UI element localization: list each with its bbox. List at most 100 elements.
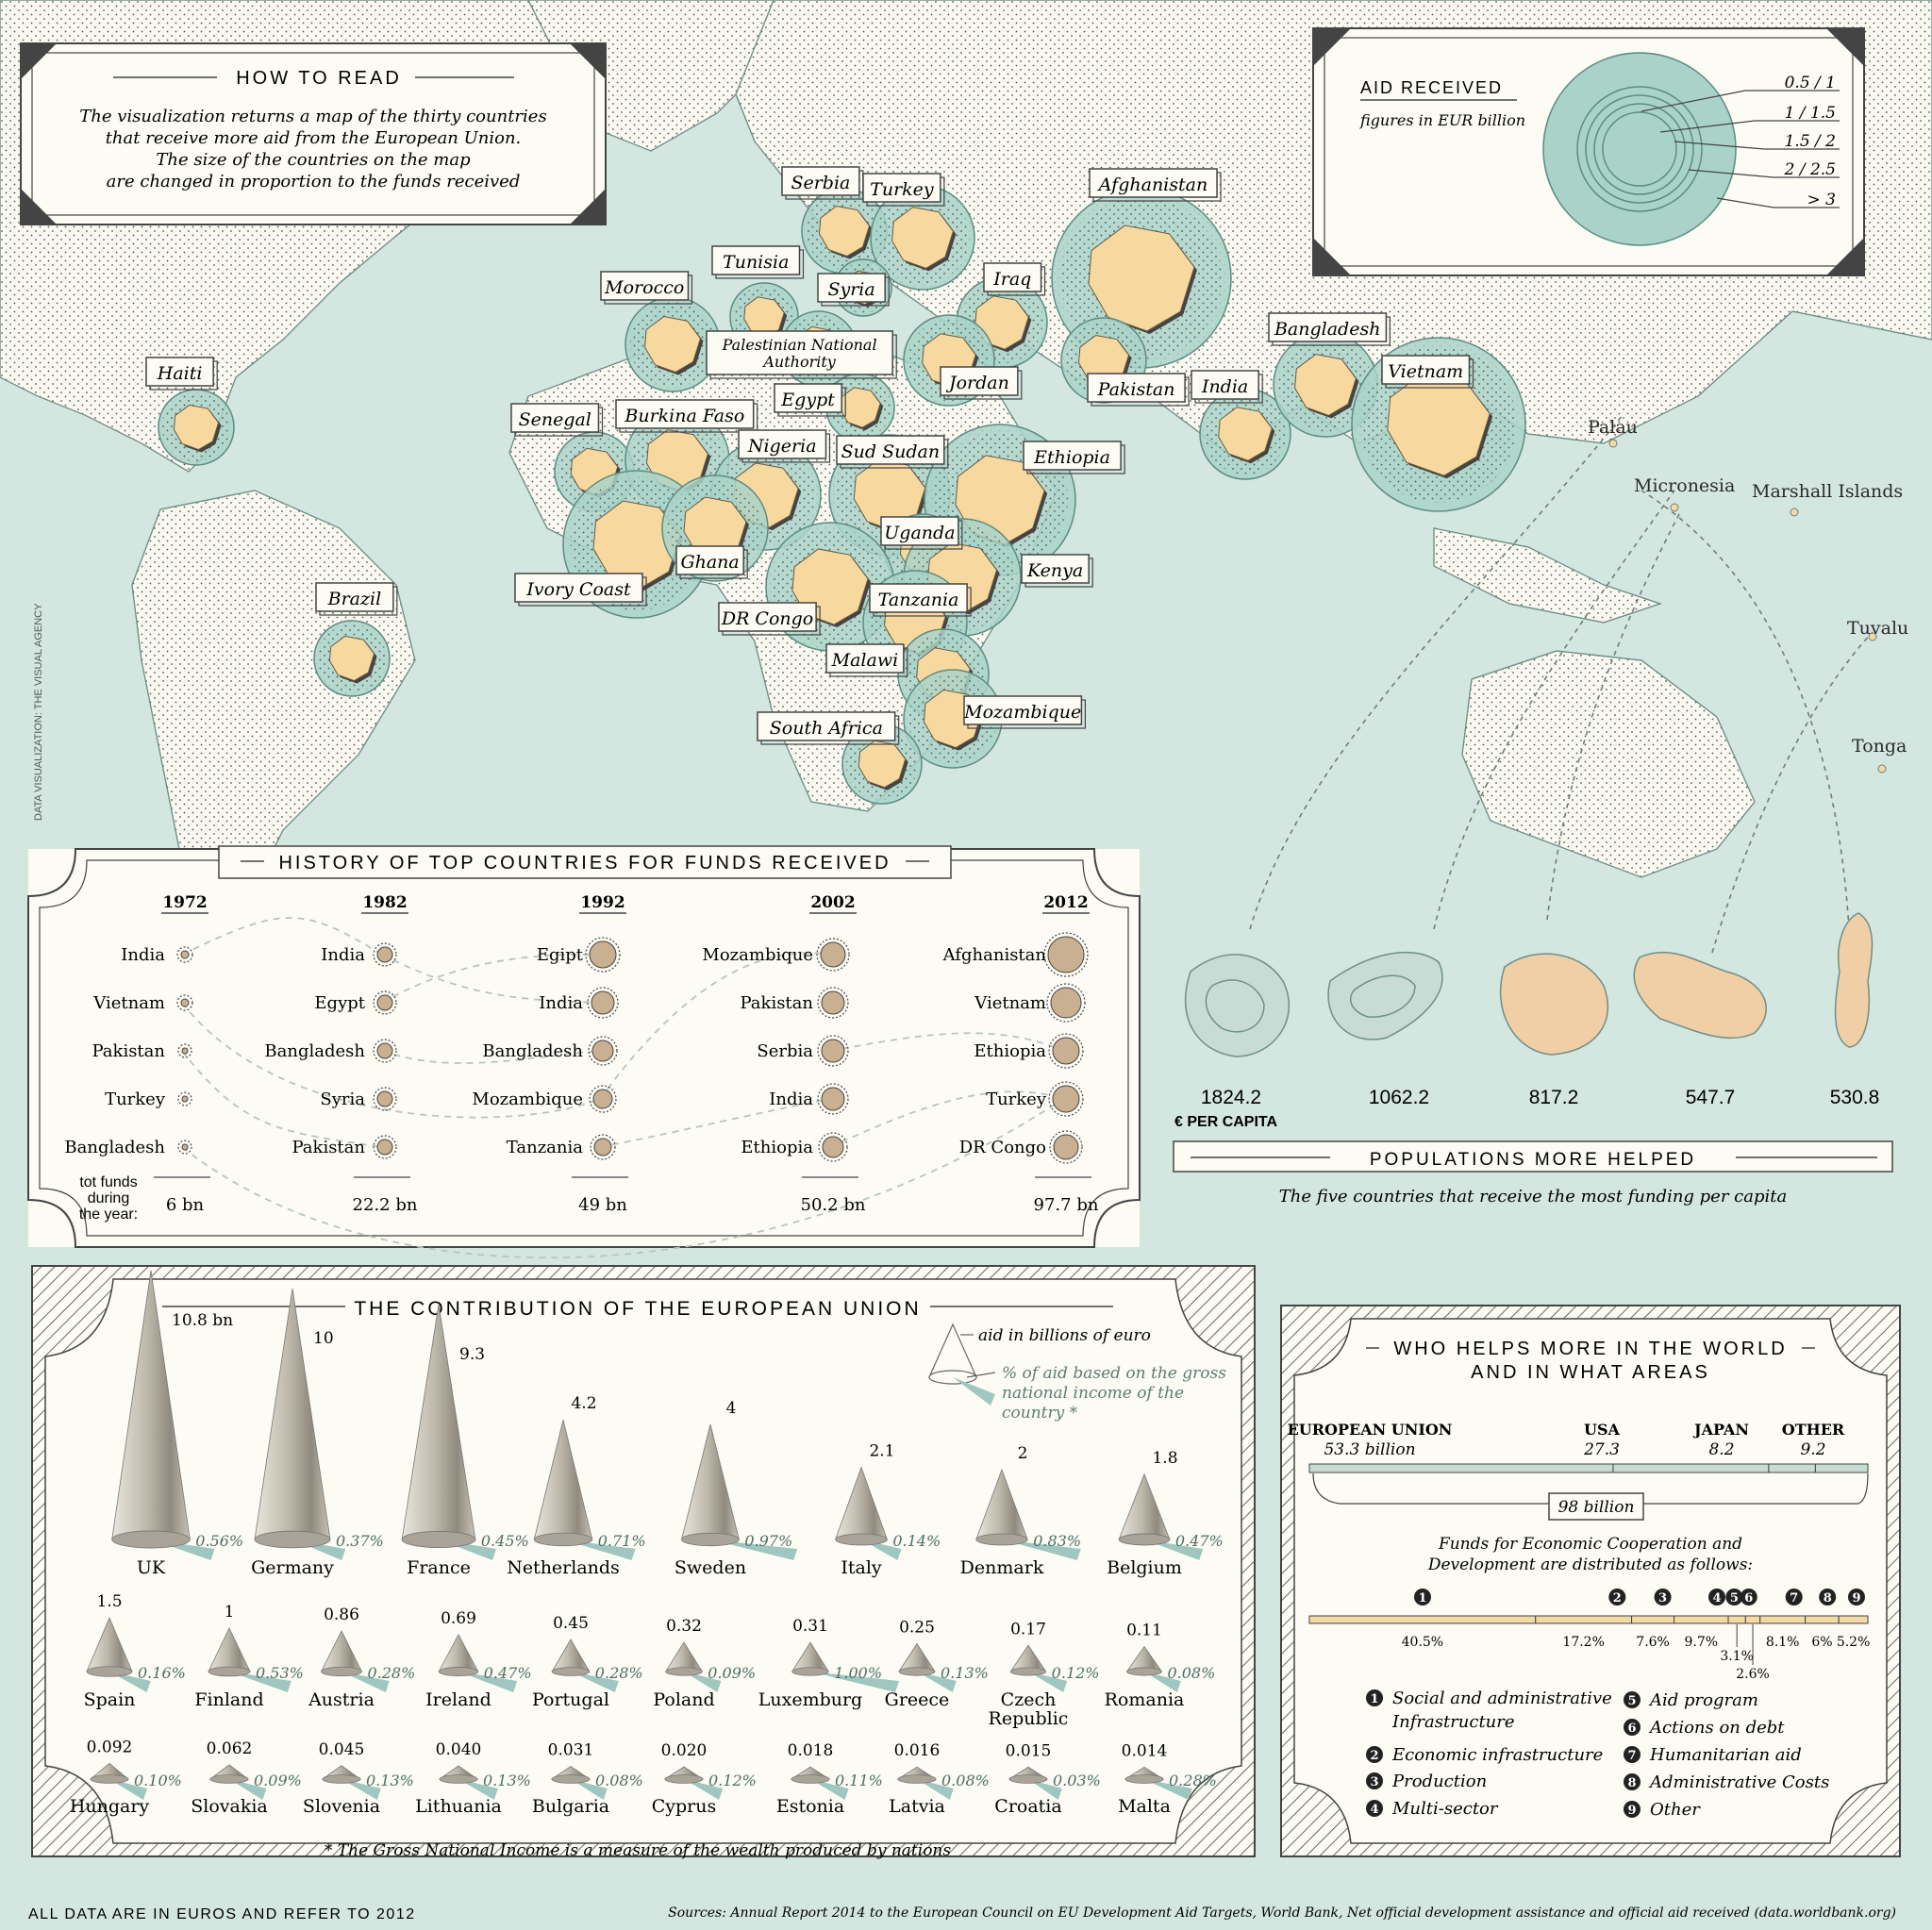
- label-box-iraq: [983, 262, 1042, 292]
- pacific-markers: [1608, 439, 1887, 774]
- funds-legend-item-5: 5 Aid program: [1624, 1690, 1758, 1710]
- who-helps-title-1: WHO HELPS MORE IN THE WORLD: [1393, 1339, 1787, 1359]
- how-to-read-panel: HOW TO READ The visualization returns a …: [20, 42, 607, 225]
- donor-segment-3: [1814, 1463, 1869, 1473]
- gni-value-croatia: 0.03%: [1053, 1772, 1101, 1789]
- island-2: [1327, 951, 1443, 1040]
- gni-value-france: 0.45%: [481, 1532, 529, 1550]
- gni-value-greece: 0.13%: [941, 1664, 989, 1682]
- history-bubble-ring: [817, 1083, 849, 1115]
- aid-cone-base-slovenia: [322, 1774, 361, 1784]
- history-bubble: [376, 1139, 393, 1156]
- legend-number: 4: [1370, 1803, 1378, 1817]
- label-box-nigeria: [738, 429, 827, 459]
- history-columns: 1972 India Vietnam Pakistan Turkey Bangladesh…: [64, 893, 1098, 1215]
- aid-legend-title: AID RECEIVED: [1360, 78, 1503, 97]
- how-to-read-title: HOW TO READ: [236, 68, 402, 89]
- cone-finland: 1 0.53% Finland: [194, 1603, 303, 1710]
- aid-value-cyprus: 0.020: [661, 1741, 708, 1760]
- funds-value-7: 8.1%: [1766, 1635, 1800, 1650]
- aid-value-malta: 0.014: [1122, 1741, 1168, 1760]
- gni-shadow-malta: [1144, 1779, 1192, 1800]
- funds-value-4: 9.7%: [1684, 1635, 1718, 1650]
- aid-cone-base-italy: [835, 1533, 888, 1546]
- history-bubble: [592, 1089, 613, 1109]
- gni-shadow-bulgaria: [571, 1779, 608, 1800]
- gni-value-italy: 0.14%: [892, 1532, 941, 1550]
- country-shape-india: [1218, 407, 1273, 461]
- aid-cone-base-germany: [254, 1530, 331, 1549]
- label-box-south-africa: [757, 711, 896, 741]
- label-micronesia: Micronesia: [1634, 475, 1735, 496]
- gni-value-portugal: 0.28%: [595, 1664, 643, 1682]
- aid-value-portugal: 0.45: [553, 1614, 589, 1633]
- cone-belgium: 1.8 0.47% Belgium: [1107, 1449, 1224, 1578]
- cone-country-cyprus: Cyprus: [652, 1796, 717, 1817]
- history-bubble-ring: [818, 1132, 848, 1162]
- who-helps-panel: WHO HELPS MORE IN THE WORLD AND IN WHAT …: [1280, 1305, 1901, 1857]
- aid-cone-base-ireland: [438, 1667, 479, 1676]
- country-shape-turkey: [891, 207, 954, 269]
- eu-legend-gni-2: national income of the: [1002, 1384, 1184, 1403]
- funds-marker-num: 4: [1712, 1591, 1721, 1606]
- history-total-1982: 22.2 bn: [353, 1195, 418, 1215]
- funds-legend: 1 Social and administrative Infrastructure…: [1366, 1689, 1829, 1820]
- per-capita-value-2: 1062.2: [1369, 1087, 1429, 1108]
- legend-label: Social and administrative: [1392, 1689, 1612, 1708]
- donor-name-1: USA: [1584, 1421, 1621, 1439]
- funds-segment-2: [1535, 1615, 1633, 1624]
- history-bubble-ring: [177, 1091, 192, 1106]
- history-bubble-ring: [373, 1087, 397, 1111]
- country-label-iraq: Iraq: [992, 269, 1031, 290]
- history-bubble-ring: [1043, 932, 1089, 977]
- country-label-bangladesh: Bangladesh: [1274, 319, 1381, 340]
- cone-uk: 10.8 bn 0.56% UK: [111, 1270, 243, 1578]
- legend-number: 2: [1370, 1749, 1378, 1763]
- aid-value-greece: 0.25: [899, 1619, 935, 1638]
- legend-number-badge: [1366, 1689, 1383, 1706]
- aid-value-ireland: 0.69: [441, 1609, 476, 1628]
- credit-text: DATA VISUALIZATION: THE VISUAL AGENCY: [33, 603, 44, 821]
- cone-austria: 0.86 0.28% Austria: [308, 1606, 415, 1710]
- cone-country-slovenia: Slovenia: [303, 1796, 380, 1817]
- cone-country-bulgaria: Bulgaria: [532, 1796, 609, 1817]
- history-bubble-ring: [1048, 1033, 1084, 1069]
- history-column-2012: 2012 Afghanistan Vietnam Ethiopia Turkey DR C…: [942, 893, 1099, 1215]
- legend-label: Infrastructure: [1391, 1712, 1515, 1732]
- country-label-ethiopia: Ethiopia: [1033, 447, 1110, 468]
- history-bubble-ring: [373, 1135, 397, 1159]
- history-country: Tanzania: [507, 1138, 583, 1157]
- aid-value-slovakia: 0.062: [207, 1739, 253, 1758]
- funds-marker-7: [1785, 1589, 1803, 1606]
- aid-legend-subtitle: figures in EUR billion: [1359, 111, 1525, 129]
- gni-value-finland: 0.53%: [256, 1664, 304, 1682]
- gni-value-estonia: 0.11%: [835, 1772, 883, 1789]
- aid-class-3: 1.5 / 2: [1785, 132, 1836, 151]
- history-bubble-ring: [585, 937, 621, 973]
- label-box-turkey: [862, 173, 941, 203]
- history-curves: [181, 917, 1064, 1259]
- per-capita-subtitle: The five countries that receive the most…: [1279, 1187, 1787, 1206]
- history-bubble: [180, 998, 190, 1007]
- gni-value-bulgaria: 0.08%: [595, 1772, 643, 1789]
- how-to-read-line-3: The size of the countries on the map: [156, 150, 471, 170]
- gni-shadow-estonia: [810, 1779, 849, 1800]
- country-label-tunisia: Tunisia: [723, 252, 789, 273]
- aid-value-slovenia: 0.045: [319, 1740, 365, 1759]
- gni-shadow-luxemburg: [810, 1672, 899, 1692]
- cone-spain: 1.5 0.16%Spain: [84, 1592, 186, 1710]
- country-label-mozambique: Mozambique: [963, 702, 1081, 723]
- gni-shadow-hungary: [109, 1779, 147, 1800]
- cone-country-uk: UK: [137, 1557, 166, 1578]
- funds-marker-2: [1608, 1589, 1626, 1606]
- history-bubble: [821, 990, 845, 1015]
- aid-value-finland: 1: [225, 1603, 235, 1622]
- funds-segment-9: [1838, 1615, 1869, 1624]
- cone-country-poland: Poland: [653, 1689, 714, 1710]
- funds-value-1: 40.5%: [1402, 1635, 1443, 1650]
- country-shape-bangladesh: [1294, 354, 1357, 416]
